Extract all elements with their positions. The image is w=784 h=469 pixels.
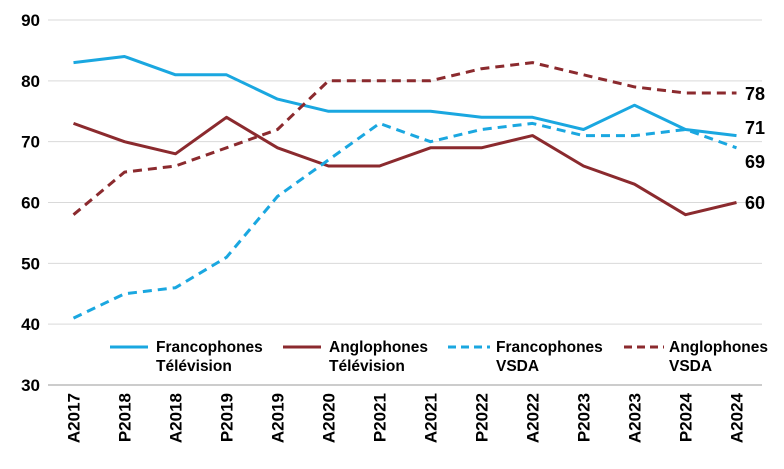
x-tick-label: P2021 xyxy=(371,393,390,442)
legend-item-anglophones-vsda: Anglophones VSDA xyxy=(624,339,768,375)
series-line-francophones-t-l-vision xyxy=(73,55,737,138)
series-line-anglophones-vsda xyxy=(72,61,737,216)
y-tick-label: 80 xyxy=(21,72,40,91)
series-line-anglophones-t-l-vision xyxy=(72,115,737,217)
x-tick-label: A2018 xyxy=(167,393,186,443)
gridlines xyxy=(48,19,762,386)
x-tick-label: A2020 xyxy=(320,393,339,443)
x-tick-label: P2019 xyxy=(218,393,237,442)
y-tick-label: 40 xyxy=(21,315,40,334)
series-lines xyxy=(72,55,738,320)
end-labels: 78 71 69 60 xyxy=(745,84,765,213)
x-tick-label: A2022 xyxy=(524,393,543,443)
legend-item-anglophones-television: Anglophones Télévision xyxy=(283,339,428,375)
x-tick-label: A2021 xyxy=(422,393,441,443)
end-label-francophones-vsda: 69 xyxy=(745,152,765,172)
legend-label-line1: Francophones xyxy=(496,339,603,356)
y-tick-label: 30 xyxy=(21,376,40,395)
x-tick-label: A2019 xyxy=(269,393,288,443)
x-tick-label: A2023 xyxy=(626,393,645,443)
legend-item-francophones-vsda: Francophones VSDA xyxy=(448,339,603,375)
legend-label-line1: Anglophones xyxy=(329,339,428,356)
end-label-francophones-television: 71 xyxy=(745,118,765,138)
legend-label-line2: VSDA xyxy=(669,358,712,375)
y-tick-label: 50 xyxy=(21,254,40,273)
end-label-anglophones-vsda: 78 xyxy=(745,84,765,104)
legend-background xyxy=(108,331,780,373)
y-tick-label: 60 xyxy=(21,194,40,213)
legend-label-line1: Anglophones xyxy=(669,339,768,356)
x-tick-label: A2024 xyxy=(728,392,747,443)
x-tick-label: P2022 xyxy=(473,393,492,442)
legend-item-francophones-television: Francophones Télévision xyxy=(110,339,263,375)
x-tick-label: A2017 xyxy=(65,393,84,443)
legend-label-line2: VSDA xyxy=(496,358,539,375)
y-tick-label: 90 xyxy=(21,11,40,30)
legend: Francophones Télévision Anglophones Télé… xyxy=(108,331,780,375)
legend-label-line2: Télévision xyxy=(329,358,405,375)
end-label-anglophones-television: 60 xyxy=(745,193,765,213)
y-tick-label: 70 xyxy=(21,133,40,152)
x-tick-label: P2023 xyxy=(575,393,594,442)
legend-label-line2: Télévision xyxy=(156,358,232,375)
y-axis: 30 40 50 60 70 80 90 xyxy=(21,11,40,395)
x-tick-label: P2024 xyxy=(677,392,696,442)
legend-label-line1: Francophones xyxy=(156,339,263,356)
x-tick-label: P2018 xyxy=(116,393,135,442)
x-axis: A2017 P2018 A2018 P2019 A2019 A2020 P2021 A2021… xyxy=(48,384,762,443)
